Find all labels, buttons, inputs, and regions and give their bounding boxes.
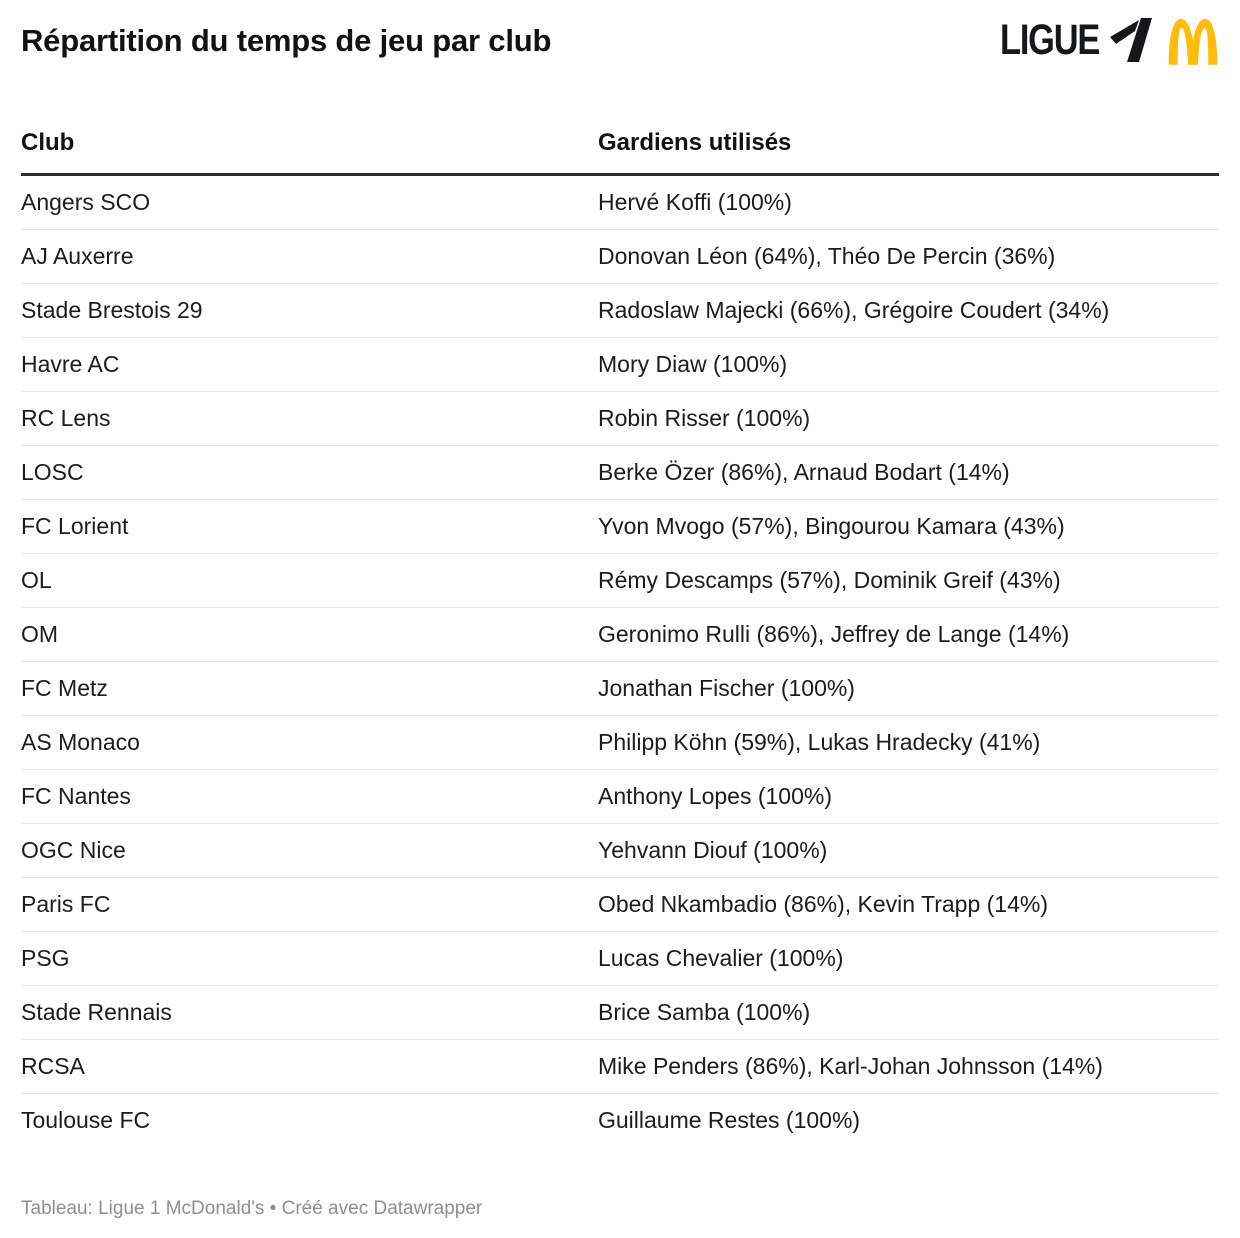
page-title: Répartition du temps de jeu par club (21, 23, 552, 58)
keepers-cell: Hervé Koffi (100%) (598, 174, 1219, 231)
club-cell: FC Nantes (21, 769, 598, 825)
table-header: Club Gardiens utilisés (21, 129, 1219, 177)
table-row: Angers SCO Hervé Koffi (100%) (21, 174, 1219, 231)
keepers-cell: Jonathan Fischer (100%) (598, 661, 1219, 717)
attribution-footer: Tableau: Ligue 1 McDonald's • Créé avec … (21, 1198, 483, 1219)
keepers-cell: Geronimo Rulli (86%), Jeffrey de Lange (… (598, 607, 1219, 663)
keepers-cell: Lucas Chevalier (100%) (598, 931, 1219, 987)
table-row: OM Geronimo Rulli (86%), Jeffrey de Lang… (21, 607, 1219, 663)
table-row: FC Metz Jonathan Fischer (100%) (21, 661, 1219, 717)
keepers-cell: Rémy Descamps (57%), Dominik Greif (43%) (598, 553, 1219, 609)
table-row: LOSC Berke Özer (86%), Arnaud Bodart (14… (21, 445, 1219, 501)
ligue1-numeral-icon (1106, 18, 1152, 62)
club-cell: Havre AC (21, 337, 598, 393)
table-row: RC Lens Robin Risser (100%) (21, 391, 1219, 447)
table-row: AS Monaco Philipp Köhn (59%), Lukas Hrad… (21, 715, 1219, 771)
column-header-club: Club (21, 129, 598, 177)
table-row: RCSA Mike Penders (86%), Karl-Johan John… (21, 1039, 1219, 1095)
table-row: OGC Nice Yehvann Diouf (100%) (21, 823, 1219, 879)
club-cell: Stade Rennais (21, 985, 598, 1041)
club-cell: Paris FC (21, 877, 598, 933)
keepers-cell: Robin Risser (100%) (598, 391, 1219, 447)
table-row: PSG Lucas Chevalier (100%) (21, 931, 1219, 987)
club-cell: LOSC (21, 445, 598, 501)
keepers-cell: Radoslaw Majecki (66%), Grégoire Coudert… (598, 283, 1219, 339)
keepers-cell: Philipp Köhn (59%), Lukas Hradecky (41%) (598, 715, 1219, 771)
keepers-cell: Berke Özer (86%), Arnaud Bodart (14%) (598, 445, 1219, 501)
keepers-cell: Mory Diaw (100%) (598, 337, 1219, 393)
table-header-row: Club Gardiens utilisés (21, 129, 1219, 177)
club-cell: Toulouse FC (21, 1107, 151, 1134)
table-row: FC Lorient Yvon Mvogo (57%), Bingourou K… (21, 499, 1219, 555)
table-row: Toulouse FC Guillaume Restes (100%) (21, 1094, 1219, 1148)
club-cell: Stade Brestois 29 (21, 283, 598, 339)
club-cell: AJ Auxerre (21, 229, 598, 285)
club-cell: OM (21, 607, 598, 663)
club-cell: RCSA (21, 1039, 598, 1095)
keepers-cell: Obed Nkambadio (86%), Kevin Trapp (14%) (598, 877, 1219, 933)
club-cell: Angers SCO (21, 174, 598, 231)
keepers-cell: Yvon Mvogo (57%), Bingourou Kamara (43%) (598, 499, 1219, 555)
page: Répartition du temps de jeu par club LIG… (21, 12, 1220, 1147)
table-row: FC Nantes Anthony Lopes (100%) (21, 769, 1219, 825)
column-header-gardiens: Gardiens utilisés (598, 129, 1219, 177)
table-row: AJ Auxerre Donovan Léon (64%), Théo De P… (21, 229, 1219, 285)
keepers-cell: Brice Samba (100%) (598, 985, 1219, 1041)
mcdonalds-arches-icon (1166, 16, 1220, 65)
goalkeepers-table: Club Gardiens utilisés Angers SCO Hervé … (21, 129, 1219, 1147)
keepers-cell: Anthony Lopes (100%) (598, 769, 1219, 825)
table-row: Havre AC Mory Diaw (100%) (21, 337, 1219, 393)
club-cell: PSG (21, 931, 598, 987)
ligue-wordmark: LIGUE (1000, 15, 1100, 64)
table-row: OL Rémy Descamps (57%), Dominik Greif (4… (21, 553, 1219, 609)
keepers-cell: Guillaume Restes (100%) (598, 1107, 861, 1134)
club-cell: FC Metz (21, 661, 598, 717)
keepers-cell: Yehvann Diouf (100%) (598, 823, 1219, 879)
keepers-cell: Mike Penders (86%), Karl-Johan Johnsson … (598, 1039, 1219, 1095)
club-cell: AS Monaco (21, 715, 598, 771)
table-body: Angers SCO Hervé Koffi (100%) AJ Auxerre… (21, 174, 1219, 1148)
club-cell: OGC Nice (21, 823, 598, 879)
table-row: Stade Brestois 29 Radoslaw Majecki (66%)… (21, 283, 1219, 339)
table-row: Stade Rennais Brice Samba (100%) (21, 985, 1219, 1041)
club-cell: OL (21, 553, 598, 609)
table-row: Paris FC Obed Nkambadio (86%), Kevin Tra… (21, 877, 1219, 933)
club-cell: FC Lorient (21, 499, 598, 555)
keepers-cell: Donovan Léon (64%), Théo De Percin (36%) (598, 229, 1219, 285)
ligue1-mcdonalds-logo: LIGUE (1000, 12, 1220, 68)
club-cell: RC Lens (21, 391, 598, 447)
